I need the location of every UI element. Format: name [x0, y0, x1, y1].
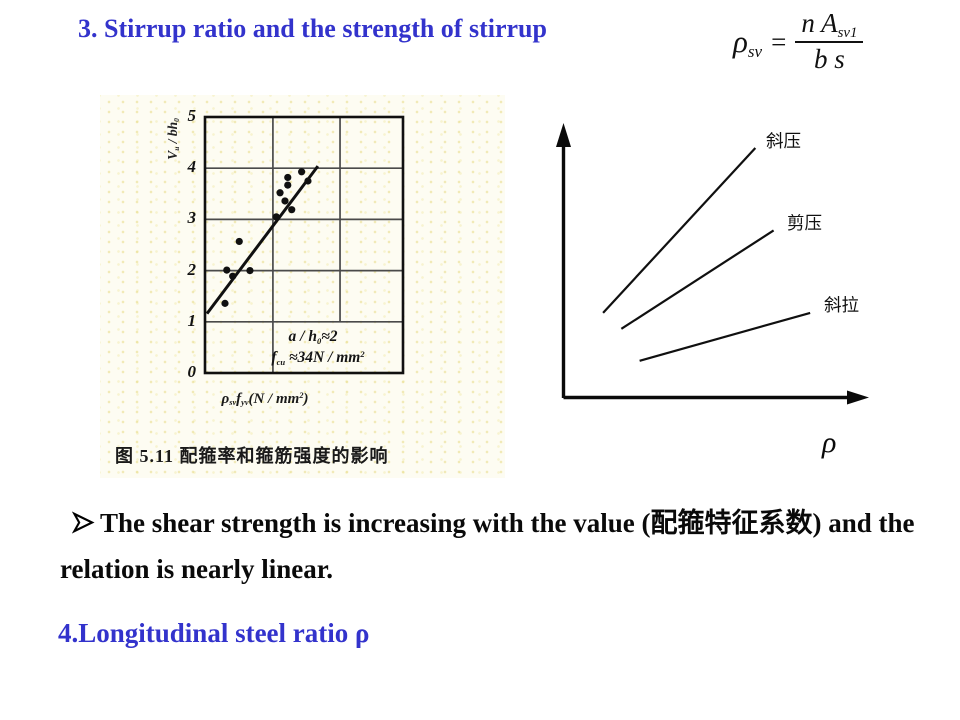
arrow-bullet-icon: [71, 504, 95, 548]
x-axis-label-rho: ρ: [221, 391, 230, 407]
formula-equals: =: [771, 26, 787, 57]
bullet-item: The shear strength is increasing with th…: [60, 502, 944, 591]
x-axis-label-units-sup: 2: [299, 391, 304, 401]
annotation-a-h0: a / h0≈2: [252, 328, 374, 346]
figure-caption: 图 5.11 配箍率和箍筋强度的影响: [115, 446, 389, 466]
x-axis-label-units: (N / mm: [248, 391, 300, 407]
y-axis-arrow-icon: [556, 123, 571, 147]
formula-rho: ρ: [733, 24, 748, 59]
section-4-heading: 4.Longitudinal steel ratio ρ: [58, 618, 370, 648]
y-tick-label-0: 0: [187, 362, 197, 381]
bullet-text: The shear strength is increasing with th…: [60, 508, 915, 584]
formula-rho-subscript: sv: [747, 42, 763, 62]
annotation-a-h0-sub: 0: [316, 335, 322, 346]
annotation-fcu-main: f: [271, 349, 277, 366]
y-tick-label-3: 3: [187, 208, 197, 227]
annotation-fcu-sub: cu: [276, 356, 286, 367]
annotation-fcu-value: ≈34N / mm: [285, 349, 361, 366]
failure-mode-sketch: 斜压 剪压 斜拉 ρ: [550, 100, 885, 470]
data-point: [272, 213, 280, 221]
data-point: [229, 272, 237, 280]
sketch-line: [602, 147, 757, 314]
trend-line: [205, 165, 320, 315]
y-tick-label-1: 1: [187, 311, 197, 330]
x-axis-label-f: f: [236, 391, 242, 407]
label-diagonal-tension: 斜拉: [824, 295, 859, 315]
sketch-line: [620, 229, 775, 330]
plot-border: [203, 115, 405, 375]
x-axis-label-sv-sub: sv: [229, 398, 237, 408]
formula-numerator-subscript: sv1: [837, 24, 858, 41]
data-point: [288, 206, 296, 214]
formula-denominator: b s: [813, 44, 845, 74]
data-point: [281, 197, 289, 205]
formula-fraction: n Asv1 b s: [795, 8, 864, 74]
y-tick-label-5: 5: [187, 106, 197, 125]
sketch-line: [639, 311, 811, 362]
data-point: [221, 299, 229, 307]
scatter-chart: [203, 115, 405, 375]
data-point: [298, 168, 306, 176]
data-point: [235, 237, 243, 246]
x-axis-label-yv-sub: yv: [241, 398, 249, 408]
data-point: [246, 267, 254, 275]
rho-axis-label: ρ: [821, 426, 836, 459]
data-point: [223, 266, 231, 274]
y-tick-label-2: 2: [187, 260, 197, 279]
annotation-a-h0-main: a / h: [288, 328, 317, 345]
y-axis-label-u-sub: u: [172, 146, 182, 151]
annotation-a-h0-value: ≈2: [321, 328, 338, 345]
data-point: [284, 181, 292, 189]
sketch-lines: [602, 147, 811, 362]
formula-numerator: n Asv1: [795, 8, 864, 43]
x-axis-arrow-icon: [847, 390, 869, 405]
x-axis-label-units-close: ): [303, 391, 309, 407]
figure-5-11-scan: Vu / bh0 5 4 3 2 1 0 a / h0≈2 fcu ≈34N /…: [100, 95, 505, 478]
y-tick-label-4: 4: [187, 157, 197, 176]
formula-lhs: ρsv: [733, 24, 763, 62]
formula-numerator-main: n A: [801, 8, 838, 39]
data-point: [276, 189, 284, 197]
page-title: 3. Stirrup ratio and the strength of sti…: [78, 14, 547, 43]
data-point: [284, 173, 292, 182]
label-shear-compression: 剪压: [787, 213, 822, 233]
annotation-fcu-sup: 2: [360, 349, 365, 360]
stirrup-ratio-formula: ρsv = n Asv1 b s: [733, 0, 864, 84]
label-diagonal-compression: 斜压: [766, 131, 801, 151]
sketch-chart: 斜压 剪压 斜拉 ρ: [556, 123, 869, 459]
annotation-fcu: fcu ≈34N / mm2: [226, 349, 410, 367]
x-axis-label: ρsvfyv(N / mm2): [195, 391, 335, 408]
data-point: [304, 177, 312, 185]
